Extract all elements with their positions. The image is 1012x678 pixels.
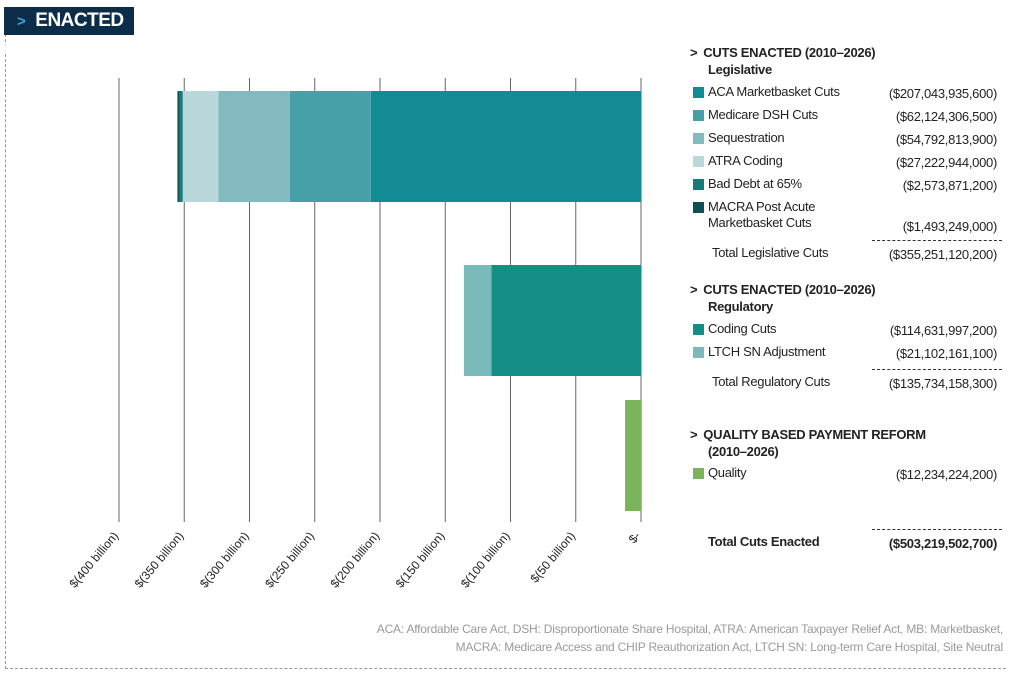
bar-segment-aca-marketbasket-cuts xyxy=(370,91,641,202)
swatch xyxy=(693,87,704,98)
x-tick-label: $(350 billion) xyxy=(132,529,187,591)
swatch xyxy=(693,347,704,358)
x-tick-label: $(400 billion) xyxy=(66,529,121,591)
legend-item-sequestration: Sequestration ($54,792,813,900) xyxy=(690,130,1000,148)
swatch xyxy=(693,179,704,190)
bar-chart: $(400 billion) $(350 billion) $(300 billio… xyxy=(66,78,644,591)
legend-item-macra: MACRA Post Acute Marketbasket Cuts ($1,493… xyxy=(690,199,1000,235)
figure-header: > ENACTED CUTS xyxy=(4,7,134,60)
legend-item-ltch: LTCH SN Adjustment ($21,102,161,100) xyxy=(690,344,1000,362)
legend-section-legislative-title: > CUTS ENACTED (2010–2026) Legislative xyxy=(690,45,876,77)
legend-total-legislative: Total Legislative Cuts ($355,251,120,200) xyxy=(712,245,997,262)
legend-item-dsh: Medicare DSH Cuts ($62,124,306,500) xyxy=(690,107,1000,125)
bar-segment-coding-cuts xyxy=(491,265,641,376)
x-tick-label: $- xyxy=(626,529,644,546)
legend-item-quality: Quality ($12,234,224,200) xyxy=(690,465,1000,483)
chevron-icon: > xyxy=(17,13,26,30)
divider xyxy=(872,240,1002,241)
swatch xyxy=(693,202,704,213)
legend-section-regulatory-title: > CUTS ENACTED (2010–2026) Regulatory xyxy=(690,282,876,314)
legend-section-quality-title: > QUALITY BASED PAYMENT REFORM (2010–2026) xyxy=(690,427,926,459)
legend-item-bad-debt: Bad Debt at 65% ($2,573,871,200) xyxy=(690,176,1000,194)
bar-segment-atra-coding xyxy=(182,91,219,202)
legend-item-coding: Coding Cuts ($114,631,997,200) xyxy=(690,321,1000,339)
x-tick-label: $(250 billion) xyxy=(262,529,317,591)
legend-grand-total: Total Cuts Enacted ($503,219,502,700) xyxy=(708,534,997,551)
swatch xyxy=(693,156,704,167)
x-tick-label: $(150 billion) xyxy=(393,529,448,591)
legend-total-regulatory: Total Regulatory Cuts ($135,734,158,300) xyxy=(712,374,997,391)
bar-segment-medicare-dsh-cuts xyxy=(289,91,371,202)
figure-frame xyxy=(5,34,1006,669)
bar-segment-sequestration xyxy=(218,91,290,202)
legend-item-aca: ACA Marketbasket Cuts ($207,043,935,600) xyxy=(690,84,1000,102)
x-tick-label: $(100 billion) xyxy=(458,529,513,591)
divider xyxy=(872,369,1002,370)
legend-item-atra: ATRA Coding ($27,222,944,000) xyxy=(690,153,1000,171)
swatch xyxy=(693,133,704,144)
x-tick-label: $(300 billion) xyxy=(197,529,252,591)
swatch xyxy=(693,468,704,479)
swatch xyxy=(693,110,704,121)
footnote: ACA: Affordable Care Act, DSH: Dispropor… xyxy=(376,622,1003,654)
bar-segment-bad-debt-at-65- xyxy=(179,91,183,202)
legend: > CUTS ENACTED (2010–2026) Legislative ACA… xyxy=(690,0,1002,600)
bar-segment-quality xyxy=(625,400,641,511)
divider xyxy=(872,529,1002,530)
figure-title: ENACTED CUTS xyxy=(4,10,124,60)
x-tick-label: $(200 billion) xyxy=(327,529,382,591)
bar-segment-ltch-sn-adjustment xyxy=(463,265,492,376)
swatch xyxy=(693,324,704,335)
x-tick-label: $(50 billion) xyxy=(527,529,578,586)
bar-segment-macra-post-acute-marketbasket-cuts xyxy=(177,91,180,202)
